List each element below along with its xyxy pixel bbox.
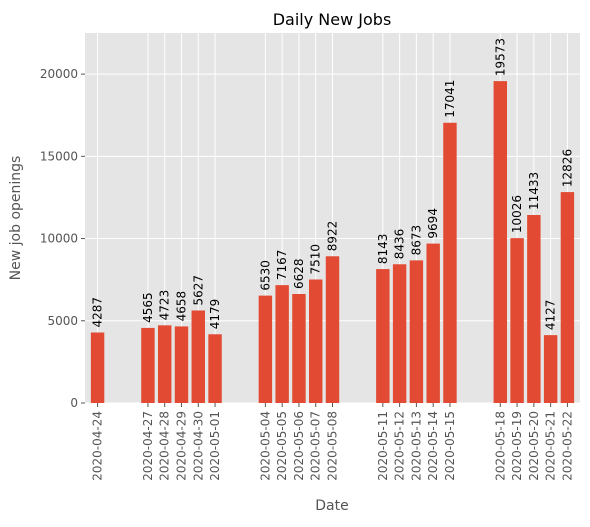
data-label: 7510 — [309, 244, 323, 275]
data-label: 4658 — [174, 291, 188, 322]
x-tick-label: 2020-04-27 — [141, 411, 155, 481]
y-tick-label: 10000 — [40, 232, 78, 246]
x-tick-label: 2020-04-24 — [91, 411, 105, 481]
x-tick-label: 2020-04-29 — [174, 411, 188, 481]
y-tick-label: 0 — [70, 396, 78, 410]
data-label: 7167 — [275, 250, 289, 281]
x-axis-ticks: 2020-04-24 2020-04-27 2020-04-28 2020-04-29… — [91, 403, 574, 481]
data-label: 6530 — [258, 260, 272, 291]
data-label: 8143 — [376, 234, 390, 265]
x-tick-label: 2020-05-22 — [560, 411, 574, 481]
data-label: 4127 — [544, 300, 558, 331]
bar — [409, 260, 424, 403]
y-tick-label: 20000 — [40, 67, 78, 81]
x-tick-label: 2020-05-05 — [275, 411, 289, 481]
x-tick-label: 2020-05-12 — [393, 411, 407, 481]
data-label: 4565 — [141, 292, 155, 323]
bar — [292, 294, 306, 403]
data-label: 8922 — [326, 221, 340, 252]
bar — [560, 192, 575, 403]
data-label: 10026 — [510, 195, 524, 233]
x-tick-label: 2020-05-15 — [443, 411, 457, 481]
bar — [275, 285, 289, 403]
data-label: 4179 — [208, 299, 222, 330]
bar — [493, 81, 508, 404]
bar — [527, 214, 541, 403]
y-tick-label: 5000 — [47, 314, 78, 328]
x-tick-label: 2020-05-13 — [409, 411, 423, 481]
x-tick-label: 2020-05-06 — [292, 411, 306, 481]
chart-title: Daily New Jobs — [273, 10, 392, 29]
data-label: 9694 — [426, 208, 440, 239]
data-label: 11433 — [527, 172, 541, 210]
bar — [309, 279, 323, 403]
data-label: 4723 — [158, 290, 172, 321]
x-tick-label: 2020-05-01 — [208, 411, 222, 481]
y-tick-label: 15000 — [40, 149, 78, 163]
data-label: 6628 — [292, 258, 306, 289]
x-tick-label: 2020-05-19 — [510, 411, 524, 481]
bar — [258, 295, 273, 403]
bar — [208, 334, 222, 403]
data-label: 8436 — [393, 229, 407, 260]
x-tick-label: 2020-05-14 — [426, 411, 440, 481]
x-tick-label: 2020-05-04 — [258, 411, 272, 481]
data-label: 8673 — [409, 225, 423, 256]
x-tick-label: 2020-05-07 — [309, 411, 323, 481]
x-tick-label: 2020-05-21 — [544, 411, 558, 481]
bar — [376, 269, 390, 403]
data-label: 5627 — [191, 275, 205, 306]
x-axis-label: Date — [315, 498, 348, 514]
x-tick-label: 2020-05-08 — [326, 411, 340, 481]
data-label: 4287 — [91, 297, 105, 328]
bar — [90, 332, 105, 403]
bar — [392, 264, 407, 403]
bar — [157, 325, 172, 403]
x-tick-label: 2020-04-28 — [158, 411, 172, 481]
bar — [174, 326, 189, 403]
x-tick-label: 2020-05-20 — [527, 411, 541, 481]
bar — [141, 327, 155, 403]
data-label: 19573 — [493, 38, 507, 76]
bar — [426, 243, 440, 403]
data-label: 17041 — [443, 80, 457, 118]
bar — [325, 256, 340, 403]
y-axis-label: New job openings — [8, 156, 24, 281]
bars — [90, 81, 575, 404]
bar — [443, 122, 457, 403]
bar — [543, 335, 558, 403]
x-tick-label: 2020-05-18 — [493, 411, 507, 481]
x-tick-label: 2020-05-11 — [376, 411, 390, 481]
bar — [191, 310, 205, 403]
data-label: 12826 — [560, 149, 574, 187]
bar — [510, 238, 524, 403]
y-axis-ticks: 0 5000 10000 15000 20000 — [40, 67, 85, 410]
x-tick-label: 2020-04-30 — [191, 411, 205, 481]
